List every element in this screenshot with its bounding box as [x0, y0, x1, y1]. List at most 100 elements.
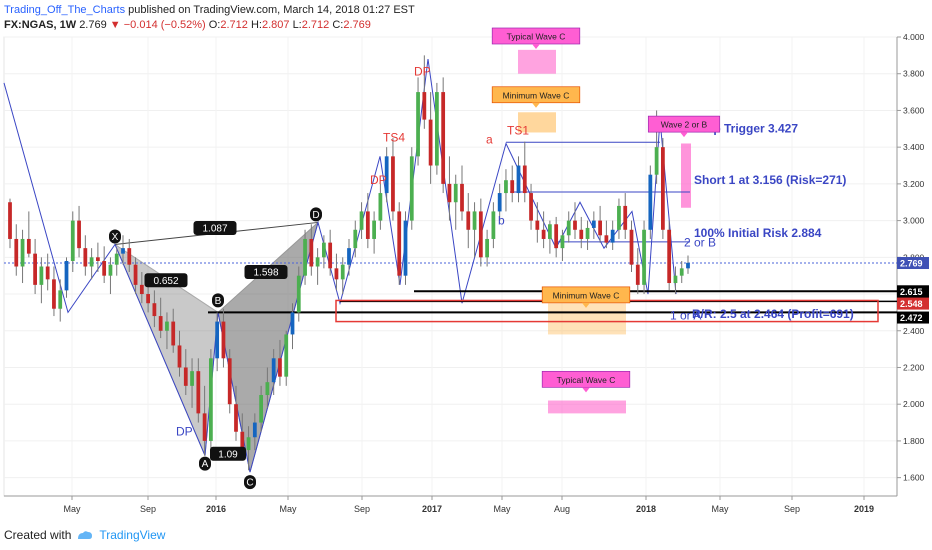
- candle-body: [315, 257, 320, 267]
- callout-pointer: [532, 102, 540, 108]
- candle: [139, 272, 144, 304]
- annotation: TS4: [383, 131, 405, 145]
- candle: [435, 82, 439, 175]
- candle: [114, 248, 119, 276]
- candle-body: [334, 268, 339, 280]
- annotation-text: 1 or A: [670, 309, 701, 323]
- annotation-text: Short 1 at 3.156 (Risk=271): [694, 173, 846, 187]
- candle-body: [416, 92, 420, 157]
- candle-body: [58, 290, 63, 309]
- candle: [183, 349, 188, 396]
- candle: [77, 205, 81, 258]
- x-tick-label: 2017: [422, 504, 442, 514]
- candle-body: [541, 229, 546, 239]
- candle-body: [77, 220, 81, 249]
- author-link[interactable]: Trading_Off_The_Charts: [4, 4, 126, 16]
- candle-body: [234, 404, 238, 432]
- candle-body: [635, 264, 640, 285]
- candle: [384, 147, 389, 203]
- candle-body: [422, 92, 427, 120]
- candle-body: [171, 321, 176, 346]
- candle: [70, 211, 75, 273]
- candle: [121, 235, 125, 265]
- candle-body: [529, 193, 533, 221]
- minimum-wave-c-zone-top: [518, 112, 556, 133]
- candle: [89, 248, 94, 280]
- y-tick-label: 2.200: [903, 362, 925, 372]
- y-tick-label: 4.000: [903, 32, 925, 42]
- x-tick-label: 2016: [206, 504, 226, 514]
- candle-body: [585, 227, 590, 239]
- annotation-label: A: [202, 459, 209, 470]
- price-marker-bg: [897, 297, 929, 310]
- candle-body: [623, 205, 628, 230]
- annotation-label: 1.598: [253, 268, 278, 279]
- candle-body: [535, 220, 540, 230]
- callout-label: Typical Wave C: [557, 375, 616, 385]
- price-marker-label: 2.548: [900, 299, 923, 309]
- candle-body: [252, 422, 257, 438]
- candle-body: [114, 253, 119, 265]
- price-change: −0.014 (−0.52%): [123, 19, 206, 31]
- candle-body: [89, 257, 94, 267]
- candle: [522, 141, 527, 203]
- candle: [196, 358, 201, 423]
- candle: [560, 229, 565, 261]
- candle: [215, 312, 220, 372]
- candle-body: [246, 437, 251, 451]
- candle-body: [215, 321, 220, 359]
- candle: [541, 211, 546, 249]
- candle-body: [8, 202, 12, 239]
- candle-body: [265, 382, 270, 396]
- annotation-label: X: [112, 232, 119, 243]
- candle-body: [64, 260, 69, 291]
- annotation: R/R: 2.5 at 2.464 (Profit=691): [692, 307, 854, 321]
- candle: [604, 220, 609, 249]
- candle-body: [271, 358, 276, 383]
- candle-body: [96, 257, 100, 261]
- annotation-label-bg: [244, 475, 256, 490]
- annotation: C: [244, 475, 256, 490]
- candle-body: [347, 248, 351, 265]
- annotation: a: [486, 132, 493, 146]
- candle: [83, 235, 88, 276]
- candle-body: [617, 205, 621, 230]
- annotation: 1 or A: [670, 309, 701, 323]
- tradingview-brand[interactable]: TradingView: [99, 528, 166, 542]
- annotation-text: DP: [370, 173, 387, 187]
- annotation: Typical Wave C: [541, 370, 631, 393]
- close-label: C:: [332, 19, 344, 31]
- candle: [221, 308, 226, 368]
- candle-body: [183, 367, 188, 386]
- callout-pointer: [680, 132, 688, 138]
- candles: [8, 55, 690, 471]
- annotation: Stop Trigger 3.427: [694, 121, 798, 135]
- candle: [416, 77, 420, 166]
- candle: [296, 266, 301, 322]
- candle-body: [296, 275, 301, 313]
- candle: [579, 216, 584, 249]
- x-tick-label: May: [63, 504, 81, 514]
- candle: [554, 216, 559, 258]
- candle: [190, 358, 194, 408]
- y-tick-label: 3.600: [903, 105, 925, 115]
- candle: [108, 257, 113, 295]
- x-tick-label: May: [493, 504, 511, 514]
- candle: [52, 266, 56, 317]
- candle-body: [378, 193, 383, 221]
- annotation: DP: [414, 65, 431, 79]
- candle-body: [365, 211, 370, 239]
- candle: [623, 193, 628, 239]
- candle: [271, 349, 276, 396]
- candle-body: [441, 92, 446, 184]
- candle: [617, 198, 621, 239]
- annotation-label: D: [312, 210, 319, 221]
- candle: [39, 257, 44, 304]
- candle-body: [177, 345, 182, 368]
- annotation: 1.09: [210, 446, 246, 461]
- candle-body: [165, 321, 169, 331]
- candle-body: [510, 180, 515, 194]
- x-tick-label: Sep: [354, 504, 370, 514]
- candle: [284, 330, 289, 386]
